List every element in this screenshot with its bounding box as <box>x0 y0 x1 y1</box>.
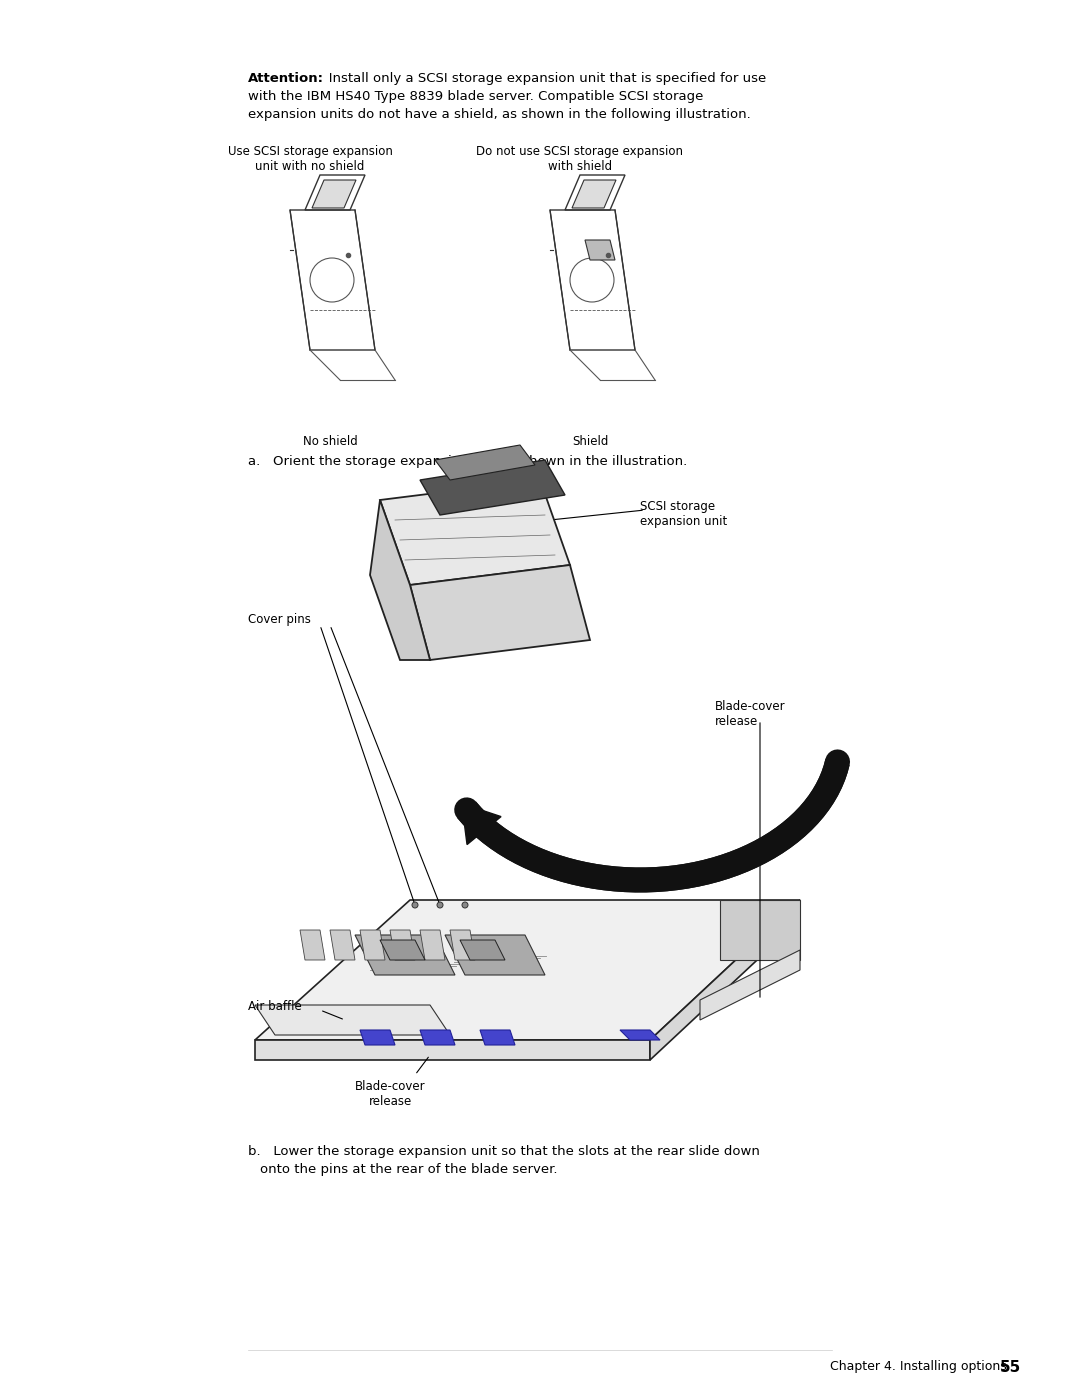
Text: SCSI storage
expansion unit: SCSI storage expansion unit <box>640 500 727 528</box>
Polygon shape <box>360 930 384 960</box>
Text: Chapter 4. Installing options: Chapter 4. Installing options <box>831 1361 1007 1373</box>
Polygon shape <box>410 564 590 659</box>
Text: Blade-cover
release: Blade-cover release <box>715 700 785 728</box>
Polygon shape <box>650 900 800 1060</box>
Text: Use SCSI storage expansion: Use SCSI storage expansion <box>228 145 392 158</box>
Polygon shape <box>255 1039 650 1060</box>
Polygon shape <box>360 1030 395 1045</box>
Text: with shield: with shield <box>548 161 612 173</box>
Polygon shape <box>300 930 325 960</box>
Polygon shape <box>450 930 475 960</box>
Text: Do not use SCSI storage expansion: Do not use SCSI storage expansion <box>476 145 684 158</box>
Polygon shape <box>420 460 565 515</box>
Polygon shape <box>380 940 426 960</box>
Polygon shape <box>390 930 415 960</box>
Circle shape <box>462 902 468 908</box>
Text: a.   Orient the storage expansion unit as shown in the illustration.: a. Orient the storage expansion unit as … <box>248 455 687 468</box>
Polygon shape <box>255 1004 450 1035</box>
Polygon shape <box>720 900 800 960</box>
Text: Blade-cover
release: Blade-cover release <box>354 1080 426 1108</box>
Polygon shape <box>445 935 545 975</box>
Polygon shape <box>585 240 615 260</box>
Circle shape <box>437 902 443 908</box>
Text: with the IBM HS40 Type 8839 blade server. Compatible SCSI storage: with the IBM HS40 Type 8839 blade server… <box>248 89 703 103</box>
Polygon shape <box>312 180 356 208</box>
Polygon shape <box>460 940 505 960</box>
Text: onto the pins at the rear of the blade server.: onto the pins at the rear of the blade s… <box>260 1162 557 1176</box>
Polygon shape <box>355 935 455 975</box>
Text: Air baffle: Air baffle <box>248 1000 301 1013</box>
Text: Shield: Shield <box>571 434 608 448</box>
Text: unit with no shield: unit with no shield <box>255 161 365 173</box>
Polygon shape <box>620 1030 660 1039</box>
Polygon shape <box>255 900 800 1039</box>
Text: 55: 55 <box>1000 1361 1022 1375</box>
Polygon shape <box>572 180 616 208</box>
Text: expansion units do not have a shield, as shown in the following illustration.: expansion units do not have a shield, as… <box>248 108 751 122</box>
Text: Cover pins: Cover pins <box>248 613 311 626</box>
Text: No shield: No shield <box>302 434 357 448</box>
Circle shape <box>411 902 418 908</box>
Polygon shape <box>462 803 501 845</box>
Polygon shape <box>420 1030 455 1045</box>
Polygon shape <box>380 481 570 585</box>
Text: b.   Lower the storage expansion unit so that the slots at the rear slide down: b. Lower the storage expansion unit so t… <box>248 1146 760 1158</box>
Polygon shape <box>330 930 355 960</box>
Polygon shape <box>420 930 445 960</box>
Polygon shape <box>435 446 535 481</box>
Text: Install only a SCSI storage expansion unit that is specified for use: Install only a SCSI storage expansion un… <box>316 73 766 85</box>
Polygon shape <box>370 500 430 659</box>
Polygon shape <box>480 1030 515 1045</box>
Text: Attention:: Attention: <box>248 73 324 85</box>
Polygon shape <box>700 950 800 1020</box>
